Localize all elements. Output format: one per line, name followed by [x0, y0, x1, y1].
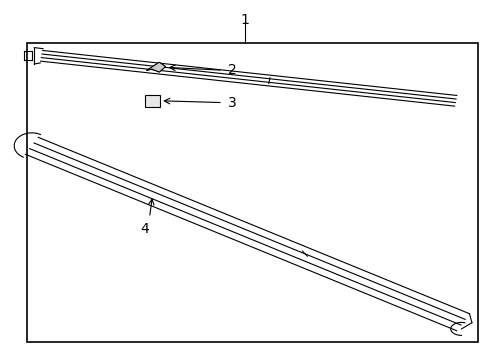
Bar — [145, 95, 160, 107]
Text: 2: 2 — [228, 63, 237, 77]
Text: 4: 4 — [140, 222, 149, 235]
Text: 1: 1 — [241, 13, 249, 27]
Polygon shape — [147, 62, 166, 72]
Bar — [27, 43, 478, 342]
Text: 3: 3 — [228, 96, 237, 109]
